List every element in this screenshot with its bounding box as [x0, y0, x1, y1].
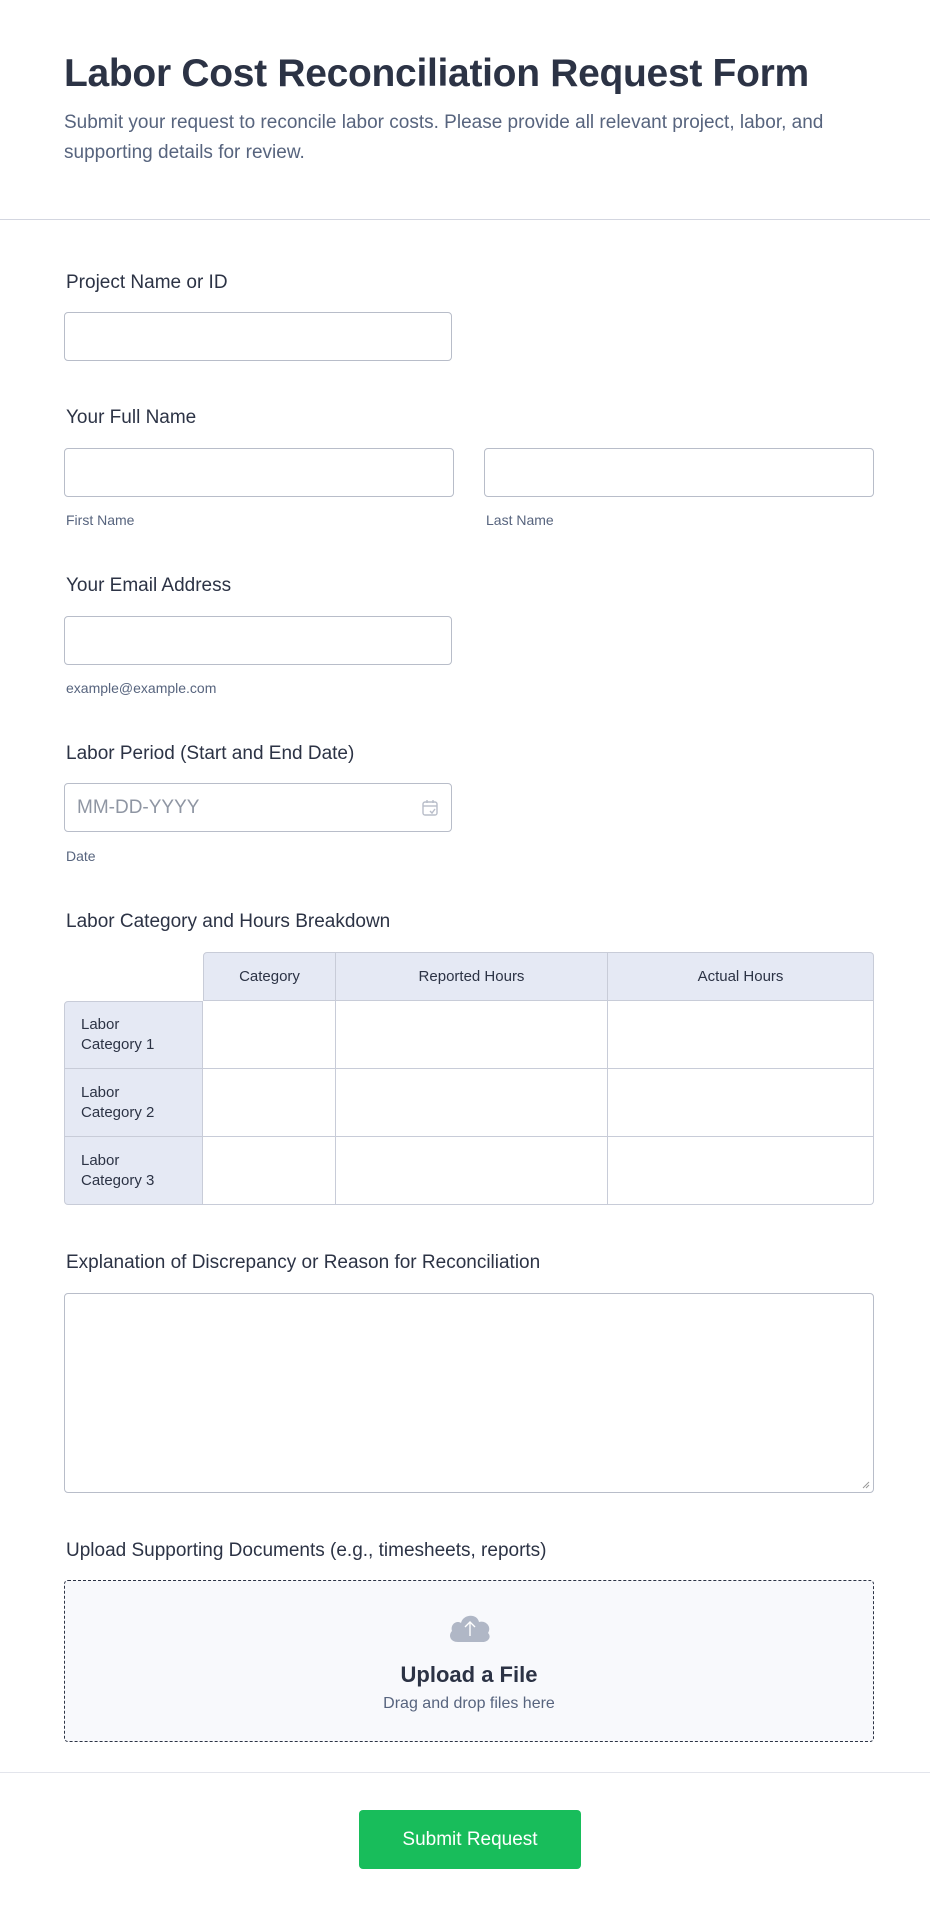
reported-hours-cell[interactable] — [336, 1001, 608, 1069]
column-header: Actual Hours — [608, 952, 874, 1001]
actual-hours-cell[interactable] — [608, 1069, 874, 1137]
explanation-textarea[interactable] — [64, 1293, 874, 1493]
table-row: Labor Category 3 — [64, 1137, 874, 1205]
date-input[interactable]: MM-DD-YYYY — [64, 783, 452, 832]
actual-hours-cell[interactable] — [608, 1137, 874, 1205]
cloud-upload-icon — [450, 1615, 490, 1642]
labor-period-label: Labor Period (Start and End Date) — [66, 743, 355, 764]
date-sublabel: Date — [66, 848, 96, 864]
category-cell[interactable] — [203, 1001, 336, 1069]
page-subtitle: Submit your request to reconcile labor c… — [64, 112, 824, 163]
column-header: Reported Hours — [336, 952, 608, 1001]
table-row: Labor Category 1 — [64, 1001, 874, 1069]
full-name-label: Your Full Name — [66, 407, 197, 428]
email-label: Your Email Address — [66, 575, 232, 596]
row-header: Labor Category 1 — [64, 1001, 203, 1069]
file-dropzone[interactable]: Upload a File Drag and drop files here — [64, 1580, 874, 1742]
last-name-input[interactable] — [484, 448, 874, 497]
project-input[interactable] — [64, 312, 452, 361]
table-corner — [64, 952, 203, 1001]
calendar-icon[interactable] — [421, 799, 439, 822]
header-divider — [0, 219, 930, 220]
breakdown-label: Labor Category and Hours Breakdown — [66, 911, 391, 932]
submit-button[interactable]: Submit Request — [359, 1810, 581, 1869]
actual-hours-cell[interactable] — [608, 1001, 874, 1069]
resize-handle-icon[interactable] — [862, 1481, 870, 1489]
column-header: Category — [203, 952, 336, 1001]
table-row: Labor Category 2 — [64, 1069, 874, 1137]
last-name-sublabel: Last Name — [486, 512, 554, 528]
reported-hours-cell[interactable] — [336, 1137, 608, 1205]
row-header: Labor Category 2 — [64, 1069, 203, 1137]
category-cell[interactable] — [203, 1069, 336, 1137]
footer-divider — [0, 1772, 930, 1773]
upload-hint: Drag and drop files here — [383, 1695, 555, 1712]
email-sublabel: example@example.com — [66, 680, 217, 696]
date-placeholder: MM-DD-YYYY — [77, 797, 200, 818]
project-label: Project Name or ID — [66, 272, 228, 293]
first-name-input[interactable] — [64, 448, 454, 497]
breakdown-table: Category Reported Hours Actual Hours Lab… — [64, 952, 874, 1205]
category-cell[interactable] — [203, 1137, 336, 1205]
upload-label: Upload Supporting Documents (e.g., times… — [66, 1540, 547, 1561]
explanation-label: Explanation of Discrepancy or Reason for… — [66, 1252, 541, 1273]
upload-title: Upload a File — [400, 1662, 538, 1687]
email-input[interactable] — [64, 616, 452, 665]
first-name-sublabel: First Name — [66, 512, 135, 528]
reported-hours-cell[interactable] — [336, 1069, 608, 1137]
row-header: Labor Category 3 — [64, 1137, 203, 1205]
page-title: Labor Cost Reconciliation Request Form — [64, 52, 809, 95]
